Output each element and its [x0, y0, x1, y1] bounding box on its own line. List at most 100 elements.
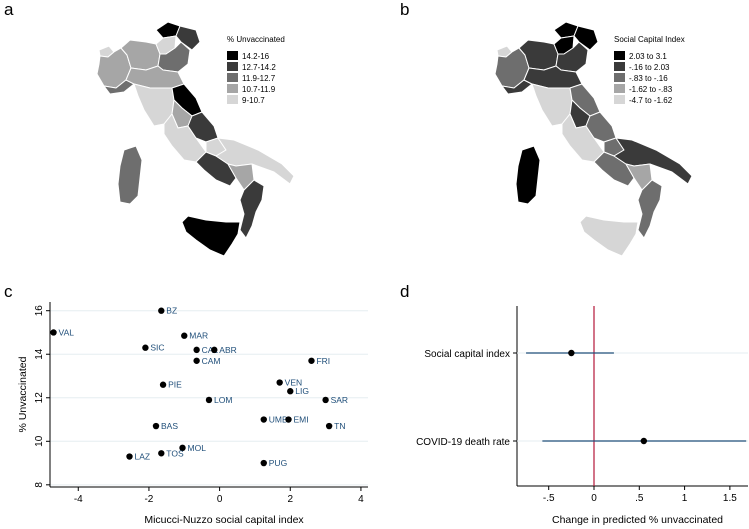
b-legend-swatch-2	[614, 73, 625, 82]
c-point-label-emi: EMI	[294, 415, 309, 425]
b-legend-label-3: -1.62 to -.83	[629, 85, 673, 94]
b-legend-label-4: -4.7 to -1.62	[629, 96, 673, 105]
a-legend-label-1: 12.7-14.2	[242, 63, 276, 72]
c-ytick-label-0: 8	[34, 482, 45, 488]
c-xtick-label-2: 0	[217, 494, 223, 505]
c-point-label-val: VAL	[59, 327, 75, 337]
c-x-axis-label: Micucci-Nuzzo social capital index	[144, 514, 304, 526]
c-y-axis-label: % Unvaccinated	[17, 356, 29, 432]
c-point-umb	[260, 416, 267, 423]
c-point-label-cal: CAL	[202, 345, 219, 355]
c-point-label-abr: ABR	[219, 345, 236, 355]
a-legend-swatch-1	[227, 62, 238, 71]
c-point-label-ven: VEN	[285, 378, 302, 388]
c-point-tos	[158, 450, 165, 457]
c-xtick-label-1: -2	[144, 494, 153, 505]
d-estimate-0	[568, 349, 575, 357]
b-legend-label-0: 2.03 to 3.1	[629, 52, 667, 61]
c-point-label-lig: LIG	[295, 386, 309, 396]
c-point-label-lom: LOM	[214, 395, 232, 405]
c-point-cam	[193, 357, 200, 364]
c-point-label-umb: UMB	[269, 415, 288, 425]
c-point-sar	[322, 396, 329, 404]
d-xtick-label-3: 1	[682, 493, 688, 504]
c-point-tn	[325, 422, 333, 430]
c-point-emi	[285, 416, 292, 423]
map-a-region-sardegna	[117, 145, 143, 205]
c-ytick-label-3: 14	[34, 348, 45, 360]
map-b-region-calabria	[637, 179, 663, 239]
c-point-label-cam: CAM	[202, 356, 221, 366]
b-legend-swatch-1	[614, 62, 625, 71]
panel-letter-d: d	[400, 282, 410, 301]
d-estimate-1	[640, 437, 648, 445]
c-point-lom	[205, 396, 213, 404]
panel-letter-c: c	[4, 282, 13, 301]
map-b-region-sicilia	[579, 215, 639, 257]
c-point-ven	[276, 379, 283, 386]
a-legend-swatch-4	[227, 95, 238, 104]
c-xtick-label-4: 4	[358, 494, 364, 505]
c-point-bz	[158, 307, 165, 314]
c-point-laz	[126, 453, 133, 460]
a-legend-swatch-0	[227, 51, 238, 60]
map-a-region-calabria	[239, 179, 265, 239]
map-b-legend: Social Capital Index 2.03 to 3.1 -.16 to 2…	[614, 35, 685, 105]
c-point-label-mar: MAR	[189, 331, 208, 341]
c-point-label-bas: BAS	[161, 421, 178, 431]
c-point-label-fri: FRI	[316, 356, 330, 366]
c-xtick-label-0: -4	[74, 494, 83, 505]
c-point-cal	[193, 346, 200, 354]
d-coef-label-0: Social capital index	[424, 349, 510, 360]
c-xtick-label-3: 2	[287, 494, 293, 505]
map-b-region-friuli	[573, 25, 599, 51]
b-legend-label-1: -.16 to 2.03	[629, 63, 670, 72]
panel-letter-a: a	[4, 0, 14, 19]
map-a-italy-unvaccinated	[96, 21, 295, 257]
map-a-region-sicilia	[181, 215, 241, 257]
c-point-label-pug: PUG	[269, 458, 287, 468]
d-x-axis-label: Change in predicted % unvaccinated	[552, 514, 723, 526]
a-legend-label-3: 10.7-11.9	[242, 85, 276, 94]
map-a-legend: % Unvaccinated 14.2-16 12.7-14.2 11.9-12.7 1…	[227, 35, 285, 105]
c-point-mar	[181, 332, 188, 339]
d-xtick-label-0: -.5	[543, 493, 555, 504]
a-legend-label-2: 11.9-12.7	[242, 74, 276, 83]
d-xtick-label-4: 1.5	[723, 493, 737, 504]
d-xtick-label-1: 0	[591, 493, 597, 504]
map-b-region-puglia	[613, 137, 693, 185]
c-point-label-bz: BZ	[166, 306, 177, 316]
c-point-pie	[159, 381, 167, 388]
d-xtick-label-2: .5	[635, 493, 644, 504]
c-ytick-label-1: 10	[34, 435, 45, 447]
c-point-label-pie: PIE	[168, 380, 182, 390]
b-legend-title: Social Capital Index	[614, 35, 685, 44]
map-a-region-puglia	[215, 137, 295, 185]
d-coef-label-1: COVID-19 death rate	[416, 437, 510, 448]
c-point-bas	[152, 422, 160, 430]
b-legend-swatch-3	[614, 84, 625, 93]
a-legend-label-0: 14.2-16	[242, 52, 270, 61]
a-legend-swatch-3	[227, 84, 238, 93]
a-legend-title: % Unvaccinated	[227, 35, 285, 44]
c-point-label-sic: SIC	[150, 343, 164, 353]
panel-letter-b: b	[400, 0, 410, 19]
c-point-label-laz: LAZ	[135, 452, 151, 462]
map-b-region-sardegna	[515, 145, 541, 205]
c-point-sic	[142, 344, 149, 351]
c-point-lig	[287, 388, 294, 395]
c-point-label-sar: SAR	[331, 395, 348, 405]
c-ytick-label-2: 12	[34, 392, 45, 404]
c-point-abr	[211, 346, 218, 354]
c-point-label-mol: MOL	[188, 443, 207, 453]
c-point-label-tn: TN	[334, 421, 345, 431]
c-point-fri	[308, 357, 315, 364]
scatter-plot-c: 8 10 12 14 16 -4 -2 0 2 4 Micucci-Nuzzo social cap…	[17, 302, 368, 526]
map-b-italy-social-capital	[494, 21, 693, 257]
c-point-label-tos: TOS	[166, 448, 184, 458]
a-legend-swatch-2	[227, 73, 238, 82]
map-a-region-friuli	[175, 25, 201, 51]
c-point-pug	[260, 459, 267, 467]
